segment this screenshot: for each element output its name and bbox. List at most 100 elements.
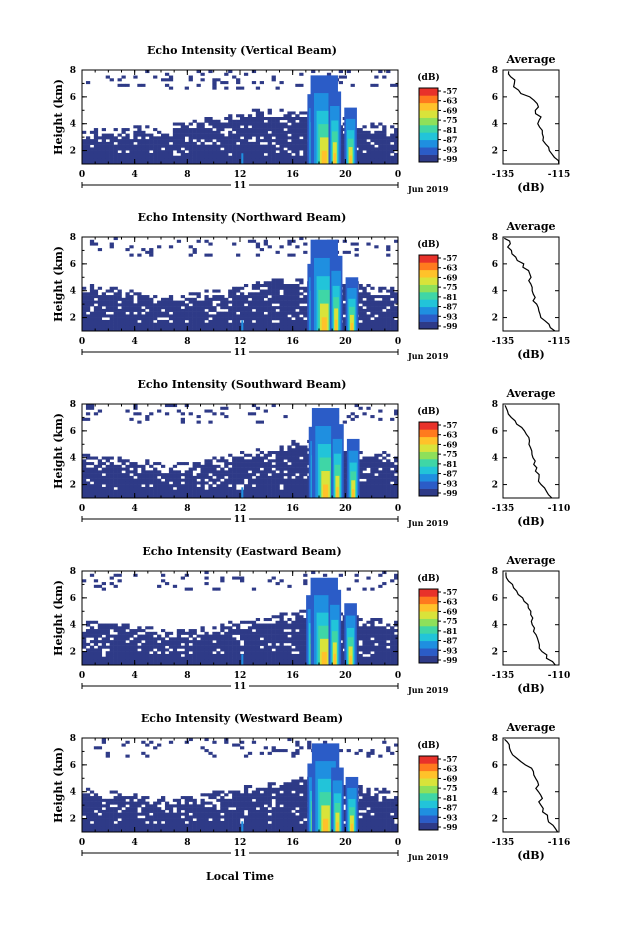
y-tick-label: 8 bbox=[70, 66, 76, 76]
column-band bbox=[336, 486, 339, 499]
heatmap-cell bbox=[149, 642, 154, 646]
heatmap-cell bbox=[271, 328, 276, 332]
heatmap-cell bbox=[109, 306, 114, 310]
heatmap-cell bbox=[208, 656, 213, 660]
heatmap-cell bbox=[184, 297, 189, 301]
heatmap-cell bbox=[137, 481, 142, 485]
heatmap-cell bbox=[291, 239, 296, 243]
heatmap-cell bbox=[129, 492, 134, 496]
heatmap-cell bbox=[386, 70, 391, 74]
heatmap-cell bbox=[192, 489, 197, 493]
heatmap-cell bbox=[240, 297, 245, 301]
heatmap-cell bbox=[232, 651, 237, 655]
heatmap-cell bbox=[220, 634, 225, 638]
colorbar-tick-label: -81 bbox=[443, 292, 457, 302]
heatmap-cell bbox=[303, 653, 308, 657]
heatmap-cell bbox=[82, 292, 87, 296]
heatmap-cell bbox=[362, 475, 367, 479]
heatmap-cell bbox=[153, 147, 158, 151]
heatmap-cell bbox=[212, 631, 217, 635]
heatmap-cell bbox=[192, 141, 197, 145]
heatmap-cell bbox=[109, 486, 114, 490]
heatmap-cell bbox=[133, 478, 138, 482]
heatmap-cell bbox=[342, 478, 347, 482]
heatmap-cell bbox=[259, 133, 264, 137]
heatmap-cell bbox=[149, 412, 154, 416]
heatmap-cell bbox=[299, 125, 304, 129]
heatmap-cell bbox=[240, 295, 245, 299]
heatmap-cell bbox=[125, 319, 130, 323]
heatmap-cell bbox=[263, 631, 268, 635]
heatmap-cell bbox=[192, 484, 197, 488]
heatmap-cell bbox=[243, 489, 249, 493]
convective-column bbox=[345, 277, 359, 332]
heatmap-cell bbox=[105, 637, 110, 641]
heatmap-cell bbox=[97, 136, 103, 140]
heatmap-cell bbox=[82, 659, 87, 663]
heatmap-cell bbox=[133, 306, 138, 310]
heatmap-cell bbox=[101, 642, 106, 646]
heatmap-cell bbox=[168, 642, 174, 646]
heatmap-cell bbox=[149, 656, 154, 660]
heatmap-cell bbox=[291, 448, 296, 452]
heatmap-cell bbox=[299, 656, 304, 660]
heatmap-cell bbox=[271, 626, 276, 630]
heatmap-cell bbox=[311, 70, 316, 74]
heatmap-cell bbox=[97, 297, 103, 301]
heatmap-cell bbox=[243, 459, 249, 463]
heatmap-cell bbox=[208, 467, 213, 471]
heatmap-cell bbox=[263, 130, 268, 134]
heatmap-cell bbox=[208, 155, 213, 159]
x-tick-label: 8 bbox=[184, 504, 190, 514]
heatmap-cell bbox=[386, 464, 391, 468]
heatmap-cell bbox=[164, 473, 170, 477]
heatmap-cell bbox=[232, 495, 237, 499]
heatmap-cell bbox=[386, 139, 391, 143]
heatmap-cell bbox=[382, 495, 387, 499]
heatmap-cell bbox=[283, 464, 288, 468]
heatmap-cell bbox=[267, 634, 272, 638]
heatmap-cell bbox=[291, 467, 296, 471]
heatmap-cell bbox=[303, 470, 308, 474]
heatmap-cell bbox=[204, 409, 209, 413]
heatmap-cell bbox=[358, 495, 363, 499]
heatmap-cell bbox=[204, 139, 209, 143]
heatmap-cell bbox=[386, 478, 391, 482]
heatmap-cell bbox=[251, 158, 257, 162]
heatmap-cell bbox=[188, 648, 193, 652]
y-tick-label: 2 bbox=[70, 481, 76, 491]
heatmap-cell bbox=[299, 117, 304, 121]
heatmap-cell bbox=[184, 308, 189, 312]
heatmap-cell bbox=[93, 464, 99, 468]
heatmap-cell bbox=[196, 150, 201, 154]
heatmap-cell bbox=[283, 640, 288, 644]
heatmap-cell bbox=[188, 478, 193, 482]
heatmap-cell bbox=[176, 136, 182, 140]
heatmap-cell bbox=[259, 303, 264, 307]
heatmap-cell bbox=[121, 659, 126, 663]
heatmap-cell bbox=[243, 308, 249, 312]
heatmap-cell bbox=[89, 284, 95, 288]
heatmap-cell bbox=[382, 486, 387, 490]
x-tick-label: 0 bbox=[79, 170, 85, 180]
heatmap-cell bbox=[93, 311, 99, 315]
heatmap-cell bbox=[240, 637, 245, 641]
y-axis-label: Height (km) bbox=[52, 413, 65, 489]
heatmap-cell bbox=[390, 150, 395, 154]
heatmap-cell bbox=[240, 128, 245, 132]
colorbar-tick-label: -81 bbox=[443, 125, 457, 135]
heatmap-cell bbox=[137, 412, 142, 416]
heatmap-cell bbox=[342, 325, 347, 329]
heatmap-cell bbox=[117, 155, 122, 159]
heatmap-cell bbox=[224, 144, 229, 148]
heatmap-cell bbox=[188, 150, 193, 154]
heatmap-cell bbox=[101, 319, 106, 323]
heatmap-cell bbox=[220, 642, 225, 646]
heatmap-cell bbox=[394, 478, 399, 482]
heatmap-cell bbox=[125, 634, 130, 638]
heatmap-cell bbox=[200, 125, 205, 129]
heatmap-cell bbox=[303, 656, 308, 660]
heatmap-cell bbox=[251, 651, 257, 655]
heatmap-cell bbox=[113, 303, 118, 307]
heatmap-cell bbox=[192, 161, 197, 165]
